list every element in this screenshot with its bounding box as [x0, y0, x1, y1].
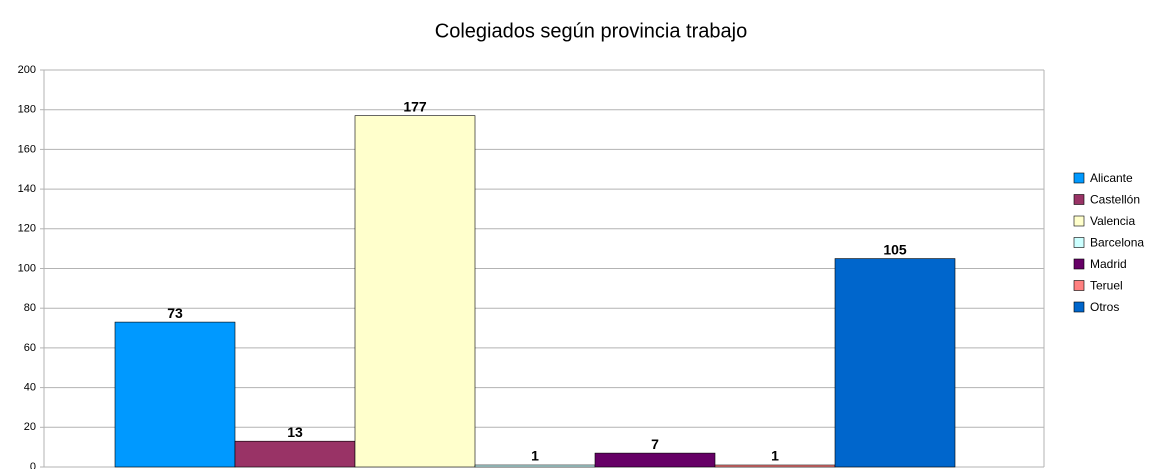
chart-title: Colegiados según provincia trabajo: [435, 20, 747, 42]
y-tick-label: 80: [24, 302, 36, 314]
legend-swatch: [1073, 258, 1085, 270]
y-tick-label: 100: [18, 262, 36, 274]
legend-swatch: [1073, 301, 1085, 313]
bar: [474, 464, 596, 468]
data-label: 177: [403, 98, 427, 114]
legend-swatch: [1073, 237, 1085, 248]
legend-label: Madrid: [1090, 257, 1127, 271]
legend-label: Teruel: [1090, 279, 1123, 293]
y-tick-label: 40: [24, 382, 36, 394]
data-label: 7: [651, 436, 659, 452]
legend-label: Castellón: [1090, 193, 1140, 207]
legend-label: Barcelona: [1090, 236, 1144, 250]
y-tick-label: 0: [30, 461, 36, 469]
legend-swatch: [1073, 280, 1085, 291]
data-label: 1: [771, 448, 779, 464]
bar: [234, 440, 356, 468]
data-label: 105: [883, 241, 907, 257]
bar: [114, 321, 236, 468]
legend-label: Alicante: [1090, 171, 1133, 185]
y-tick-label: 20: [24, 421, 36, 433]
bar: [354, 115, 476, 468]
bar: [714, 464, 836, 468]
bar: [834, 258, 956, 468]
y-tick-label: 160: [18, 143, 36, 155]
legend-swatch: [1073, 215, 1085, 227]
y-tick-label: 200: [18, 64, 36, 76]
legend-swatch: [1073, 172, 1085, 184]
data-label: 13: [287, 424, 303, 440]
data-label: 73: [167, 305, 183, 321]
y-tick-label: 140: [18, 183, 36, 195]
y-tick-label: 180: [18, 104, 36, 116]
legend-label: Valencia: [1090, 214, 1135, 228]
data-label: 1: [531, 448, 539, 464]
y-tick-label: 60: [24, 342, 36, 354]
bar: [594, 452, 716, 468]
legend-label: Otros: [1090, 300, 1119, 314]
legend-swatch: [1073, 194, 1085, 205]
y-tick-label: 120: [18, 223, 36, 235]
